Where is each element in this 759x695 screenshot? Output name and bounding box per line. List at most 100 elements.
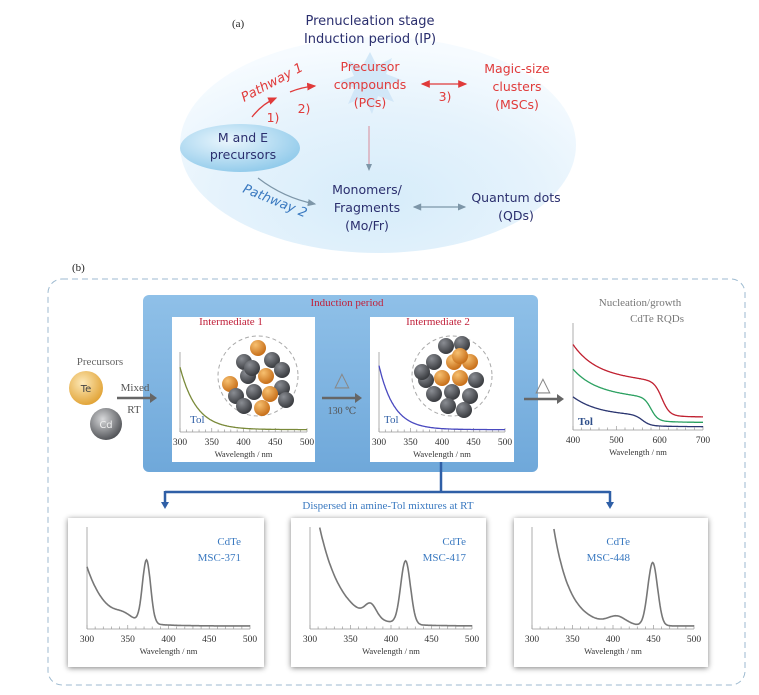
panel-a-label: (a) (232, 18, 245, 30)
panel-b: (b) Induction period Precursors Te Cd Mi… (47, 262, 746, 686)
x-tick-label: 600 (653, 436, 668, 446)
pathway-1-arrow-2 (289, 82, 317, 93)
msc-448-material: CdTe (606, 536, 630, 548)
msc-448-name: MSC-448 (587, 552, 631, 564)
monomers-line1: Monomers/ (332, 182, 403, 197)
intermediate-2-spectrum: 300 350 400 450 500 Wavelength / nm (372, 352, 512, 459)
mscs-line3: (MSCs) (495, 97, 539, 112)
te-atom-icon (222, 376, 238, 392)
cd-atom-icon (438, 338, 454, 354)
x-tick-label: 350 (565, 635, 580, 645)
qds-line1: Quantum dots (471, 190, 560, 205)
x-tick-label: 300 (80, 635, 95, 645)
precursors-line2: precursors (210, 147, 276, 162)
panel-b-dashed-frame (47, 278, 746, 686)
pathway-1-arrow-1 (251, 97, 278, 118)
x-tick-label: 450 (466, 438, 481, 448)
x-tick-label: 300 (372, 438, 387, 448)
x-tick-label: 500 (687, 635, 702, 645)
msc-448-spectrum: 300 350 400 450 500 Wavelength / nm (525, 527, 702, 656)
intermediate-1-title: Intermediate 1 (199, 316, 263, 328)
x-tick-label: 300 (525, 635, 540, 645)
mixed-label: Mixed (121, 382, 150, 394)
te-atom-icon (258, 368, 274, 384)
heat-arrow-2-head (557, 394, 564, 404)
pcs-line2: compounds (334, 77, 407, 92)
msc-417-name: MSC-417 (423, 552, 467, 564)
step-1-label: 1) (267, 110, 280, 125)
x-axis-label: Wavelength / nm (609, 447, 667, 457)
te-atom-icon (452, 348, 468, 364)
temperature-label: 130 ℃ (328, 406, 357, 417)
cd-atom-icon (264, 352, 280, 368)
intermediate-2-solvent: Tol (384, 414, 399, 426)
x-tick-label: 400 (566, 436, 581, 446)
monomers-line2: Fragments (334, 200, 400, 215)
mscs-line2: clusters (492, 79, 541, 94)
x-tick-label: 400 (384, 635, 399, 645)
msc-448-frame (514, 518, 708, 667)
intermediate-1-spectrum: 300 350 400 450 500 Wavelength / nm (173, 352, 315, 459)
cd-label: Cd (99, 420, 112, 431)
x-tick-label: 350 (343, 635, 358, 645)
cd-atom-icon (456, 402, 472, 418)
cd-atom-icon (426, 354, 442, 370)
x-axis-label: Wavelength / nm (140, 646, 198, 656)
precursors-label: Precursors (77, 356, 123, 368)
x-tick-label: 350 (205, 438, 220, 448)
step-2-label: 2) (298, 101, 311, 116)
induction-period-title: Induction period (IP) (304, 32, 436, 47)
mscs-line1: Magic-size (484, 61, 550, 76)
intermediate-2-cluster (411, 335, 493, 418)
x-axis-label: Wavelength / nm (584, 646, 642, 656)
x-tick-label: 450 (202, 635, 217, 645)
x-tick-label: 300 (303, 635, 318, 645)
precursors-line1: M and E (218, 130, 268, 145)
nucleation-growth-label: Nucleation/growth (599, 297, 682, 309)
rqd-spectra: 400 500 600 700 Wavelength / nm (566, 323, 710, 457)
msc-371-name: MSC-371 (198, 552, 241, 564)
pcs-starburst-icon (338, 52, 402, 114)
x-tick-label: 500 (609, 436, 624, 446)
intermediate-2-title: Intermediate 2 (406, 316, 470, 328)
branch-right-arrow-head (606, 502, 614, 509)
induction-period-ellipse (180, 37, 576, 253)
induction-period-label: Induction period (310, 297, 384, 309)
spectrum-curve (86, 558, 250, 627)
msc-371-panel: CdTe MSC-371 300 350 400 450 500 Wavelength /… (68, 518, 264, 667)
x-tick-label: 450 (424, 635, 439, 645)
cd-atom-icon (274, 362, 290, 378)
rqd-solvent: Tol (578, 416, 593, 428)
x-axis-label: Wavelength / nm (362, 646, 420, 656)
x-tick-label: 500 (465, 635, 480, 645)
msc-417-spectrum: 300 350 400 450 500 Wavelength / nm (303, 527, 480, 656)
cd-atom-icon (246, 384, 262, 400)
x-tick-label: 450 (268, 438, 283, 448)
spectrum-curve (378, 365, 505, 431)
cd-atom-icon (278, 392, 294, 408)
x-tick-label: 500 (300, 438, 315, 448)
cd-atom-icon (426, 386, 442, 402)
cd-atom-icon (444, 384, 460, 400)
cluster-boundary (217, 335, 299, 417)
spectrum-curve (572, 344, 703, 418)
te-atom-icon (452, 370, 468, 386)
x-tick-label: 400 (606, 635, 621, 645)
x-tick-label: 400 (435, 438, 450, 448)
pcs-line3: (PCs) (354, 95, 387, 110)
cd-atom-icon (462, 388, 478, 404)
monomers-line3: (Mo/Fr) (345, 218, 389, 233)
te-atom-icon (434, 370, 450, 386)
panel-b-label: (b) (72, 262, 85, 274)
cd-atom-icon (236, 398, 252, 414)
intermediate-1-solvent: Tol (190, 414, 205, 426)
te-label: Te (80, 384, 92, 395)
pcs-line1: Precursor (340, 59, 400, 74)
msc-371-spectrum: 300 350 400 450 500 Wavelength / nm (80, 527, 257, 656)
pathway-2-arrow (257, 177, 317, 207)
te-atom-icon (262, 386, 278, 402)
x-tick-label: 300 (173, 438, 188, 448)
spectrum-curve (572, 396, 703, 428)
te-atom-icon (250, 340, 266, 356)
